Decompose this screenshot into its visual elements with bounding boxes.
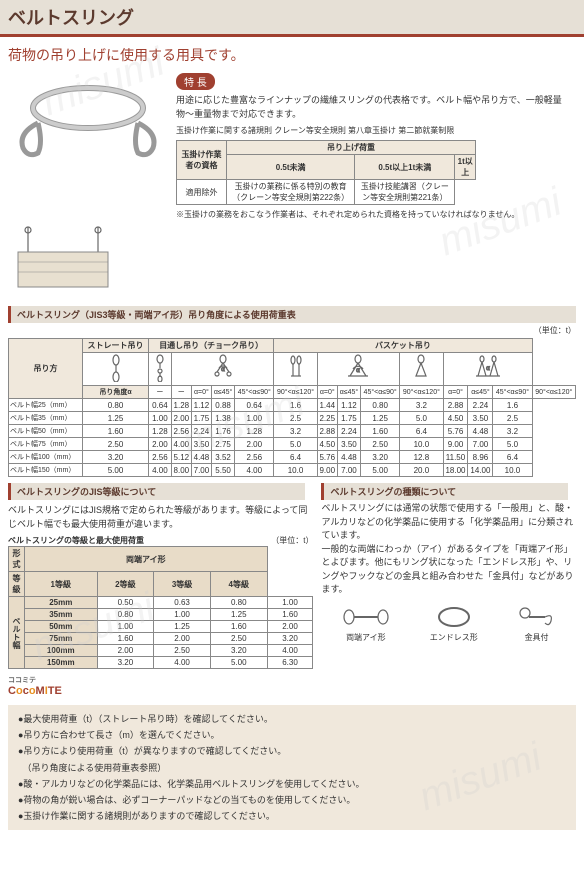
qualification-table: 玉掛け作業者の資格吊り上げ荷重 0.5t未満0.5t以上1t未満1t以上 適用除… xyxy=(176,140,476,205)
type-both-ends: 両端アイ形 xyxy=(341,605,391,643)
grade-table: 形式両端アイ形 等級1等級2等級3等級4等級 ベルト幅25mm0.500.630… xyxy=(8,546,313,669)
types-text: ベルトスリングには通常の状態で使用する「一般用」と、酸・アルカリなどの化学薬品に… xyxy=(321,502,576,597)
subtitle: 荷物の吊り上げに使用する用具です。 xyxy=(0,37,584,73)
feature-label: 特 長 xyxy=(176,73,215,90)
types-label: ベルトスリングの種類について xyxy=(321,483,568,500)
sling-illustration xyxy=(8,73,168,163)
svg-text:α: α xyxy=(486,366,490,372)
type-with-fitting: 金具付 xyxy=(517,605,557,643)
type-endless: エンドレス形 xyxy=(430,605,478,643)
load-table-label: ベルトスリング（JIS3等級・両端アイ形）吊り角度による使用荷重表 xyxy=(8,306,576,323)
load-table: 吊り方 ストレート吊り 目通し吊り（チョーク吊り） バスケット吊り α α α … xyxy=(8,338,576,477)
qualification-note: 玉掛け作業に関する諸規則 クレーン等安全規則 第八章玉掛け 第二節就業制限 xyxy=(176,125,576,136)
page-title: ベルトスリング xyxy=(0,0,584,37)
cocomite-logo: ココミテ CocoMITE xyxy=(0,669,584,701)
svg-text:α: α xyxy=(221,367,225,373)
usage-notes: ●最大使用荷重（t）（ストレート吊り時）を確認してください。●吊り方に合わせて長… xyxy=(8,705,576,830)
jis-label: ベルトスリングのJIS等級について xyxy=(8,483,305,500)
load-unit: （単位：t） xyxy=(0,325,576,336)
feature-text: 用途に応じた豊富なラインナップの繊維スリングの代表格です。ベルト幅や吊り方で、一… xyxy=(176,94,576,121)
lifting-illustration xyxy=(8,222,118,302)
jis-text: ベルトスリングにはJIS規格で定められた等級があります。等級によって同じベルト幅… xyxy=(8,504,313,531)
svg-text:α: α xyxy=(357,368,361,374)
qualification-footnote: ※玉掛けの業務をおこなう作業者は、それぞれ定められた資格を持っていなければなりま… xyxy=(176,209,576,220)
